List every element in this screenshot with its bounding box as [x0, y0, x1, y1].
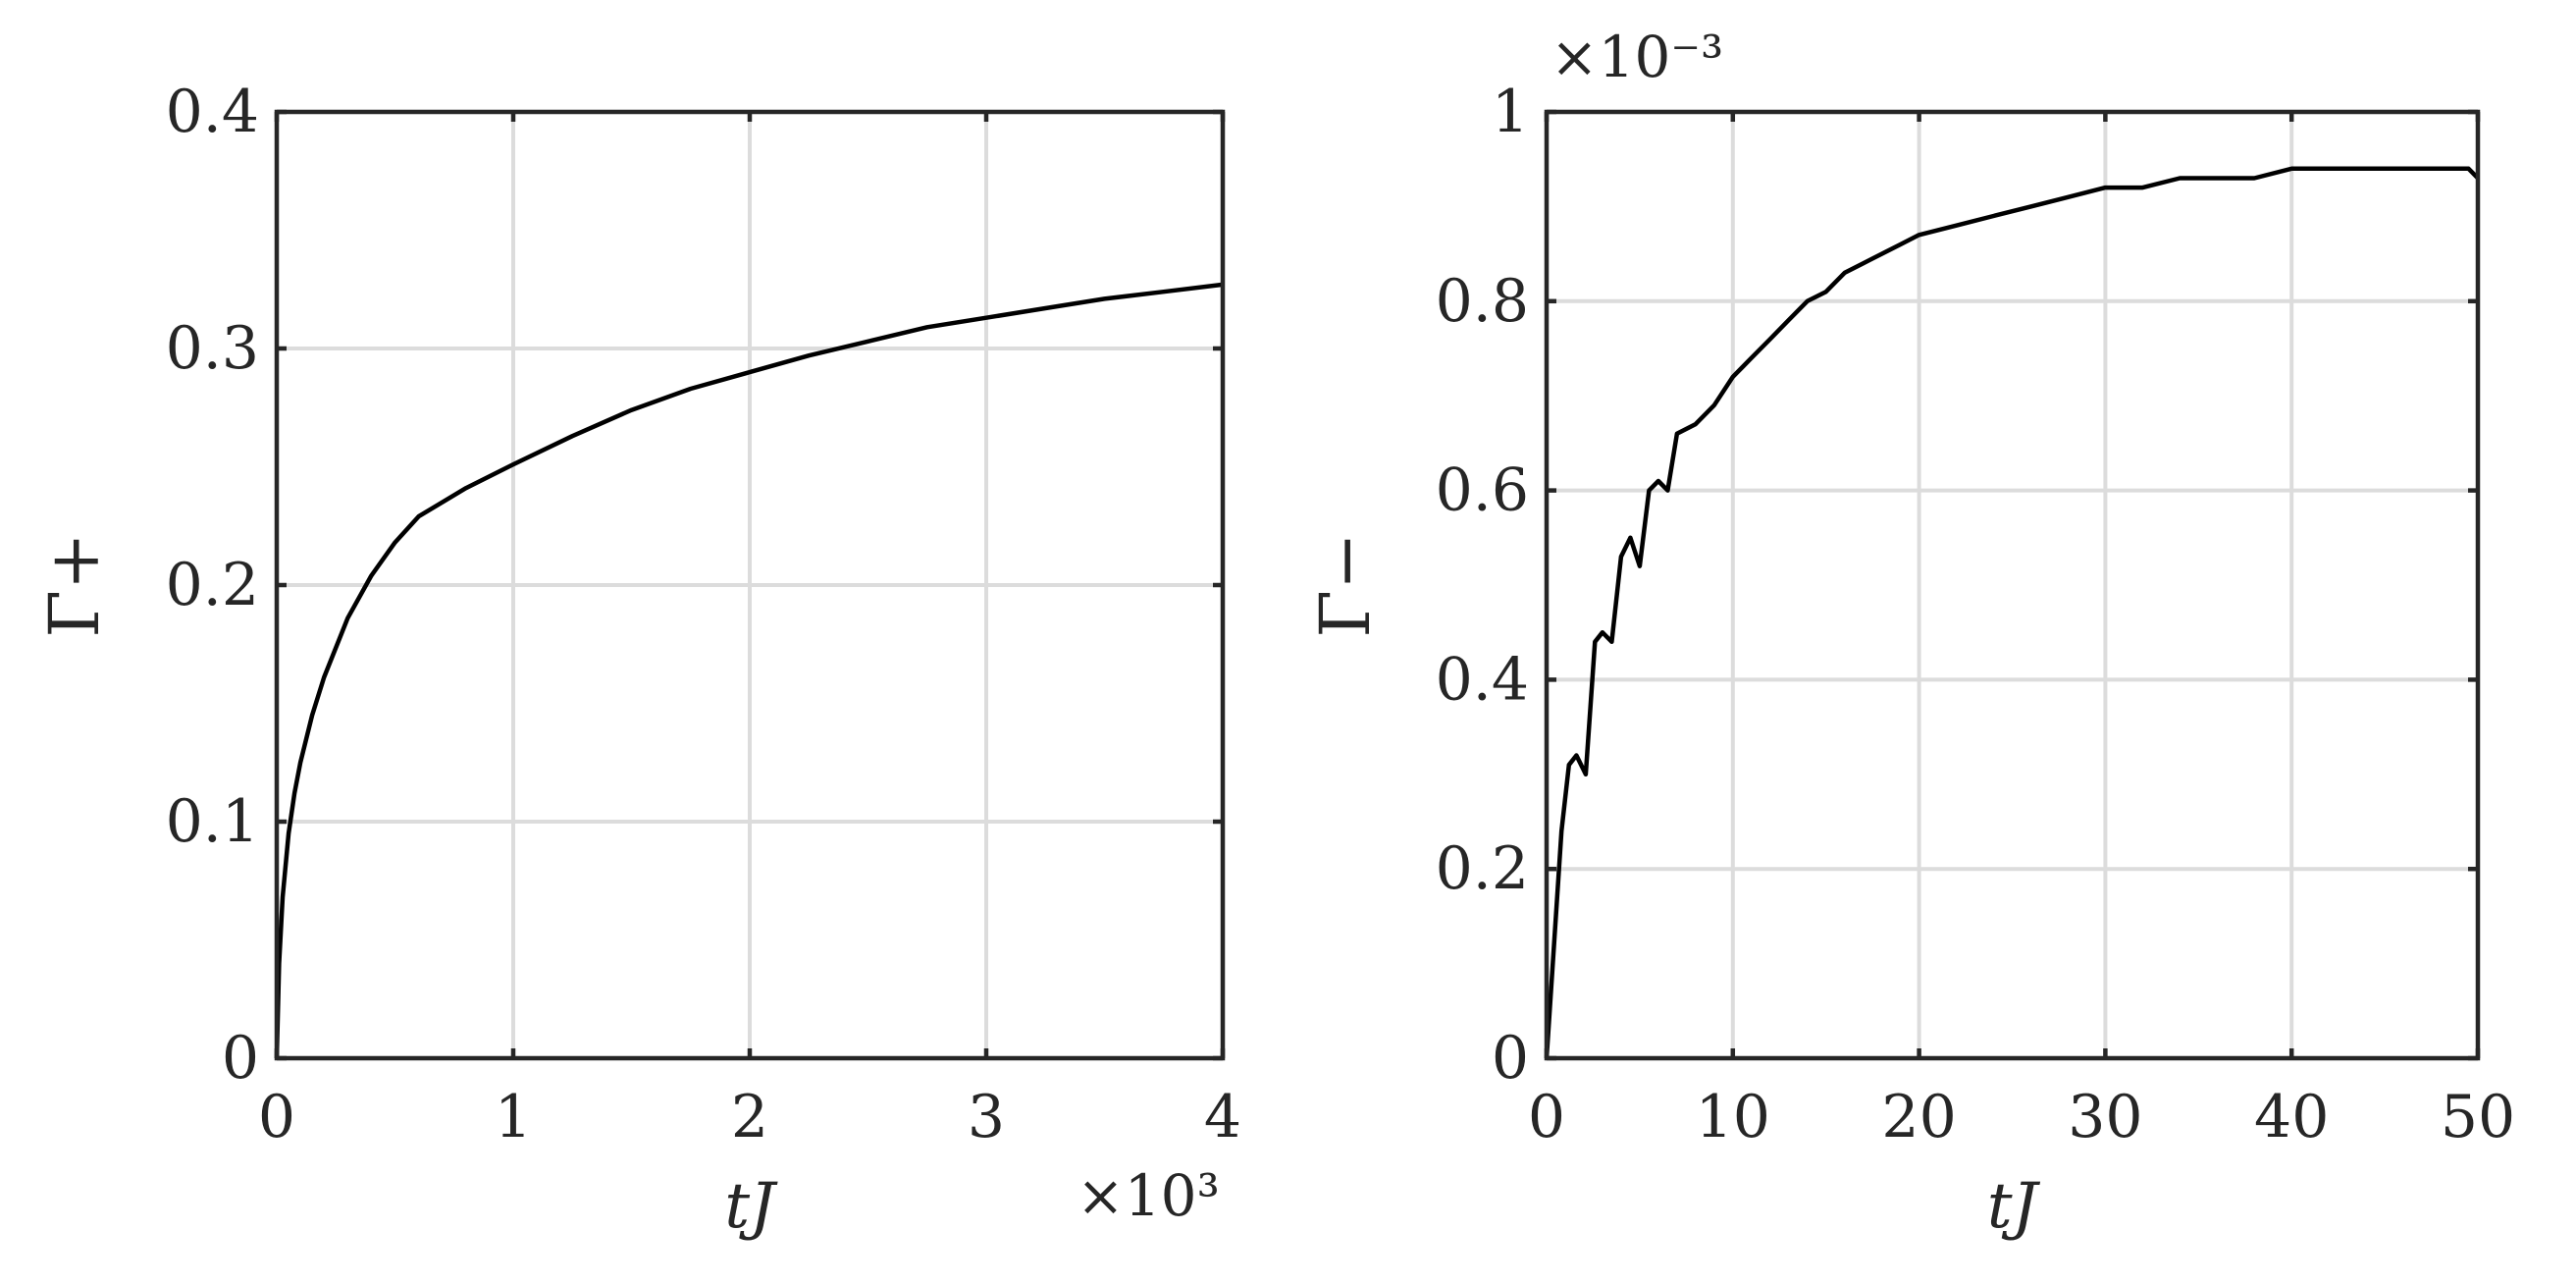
- panel-gamma-minus: 0 10 20 30 40 50 0 0.2 0.4 0.6 0.8 1 tJ Γ− ×10⁻³: [1305, 24, 2515, 1243]
- x-axis-label: tJ: [724, 1170, 778, 1243]
- y-tick-label: 0.2: [1436, 834, 1529, 903]
- y-tick-label: 1: [1492, 78, 1529, 146]
- y-tick-label: 0.8: [1436, 267, 1529, 336]
- y-tick-label: 0: [1492, 1024, 1529, 1093]
- y-tick-label: 0.3: [166, 314, 259, 383]
- x-tick-label: 0: [1528, 1083, 1565, 1151]
- x-tick-label: 40: [2254, 1083, 2329, 1151]
- x-tick-label: 10: [1696, 1083, 1770, 1151]
- x-axis-label: tJ: [1987, 1170, 2041, 1243]
- y-axis-label: Γ+: [34, 532, 115, 637]
- y-tick-label: 0.4: [166, 78, 259, 146]
- y-axis-multiplier: ×10⁻³: [1551, 24, 1723, 90]
- x-tick-label: 30: [2068, 1083, 2142, 1151]
- y-tick-label: 0.2: [166, 551, 259, 619]
- y-tick-label: 0.4: [1436, 645, 1529, 714]
- panel-gamma-plus: 0 1 2 3 4 0 0.1 0.2 0.3 0.4 tJ Γ+ ×10³: [34, 78, 1241, 1243]
- x-axis-multiplier: ×10³: [1077, 1162, 1220, 1229]
- x-tick-label: 1: [495, 1083, 532, 1151]
- series-line: [274, 282, 1224, 1059]
- x-tick-label: 20: [1881, 1083, 1956, 1151]
- series-line: [1544, 166, 2480, 1059]
- x-tick-label: 3: [968, 1083, 1005, 1151]
- x-tick-label: 4: [1204, 1083, 1241, 1151]
- y-tick-label: 0: [222, 1024, 259, 1093]
- axes-frame: [1544, 109, 2481, 1061]
- y-axis-label: Γ−: [1305, 532, 1386, 637]
- y-tick-label: 0.1: [166, 787, 259, 856]
- x-tick-label: 0: [258, 1083, 295, 1151]
- x-tick-label: 50: [2441, 1083, 2515, 1151]
- y-tick-label: 0.6: [1436, 456, 1529, 525]
- x-tick-label: 2: [731, 1083, 768, 1151]
